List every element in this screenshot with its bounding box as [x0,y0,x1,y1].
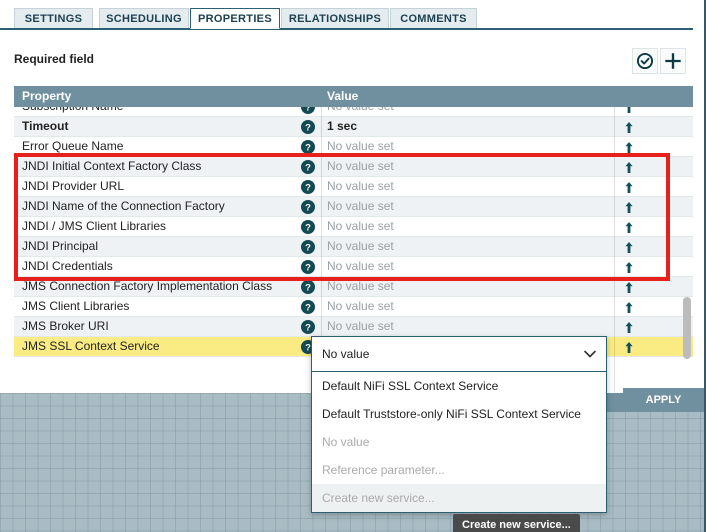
svg-text:?: ? [305,143,311,154]
svg-text:?: ? [305,323,311,334]
svg-text:?: ? [305,303,311,314]
svg-text:?: ? [305,283,311,294]
svg-text:?: ? [305,107,311,114]
svg-text:?: ? [305,123,311,134]
